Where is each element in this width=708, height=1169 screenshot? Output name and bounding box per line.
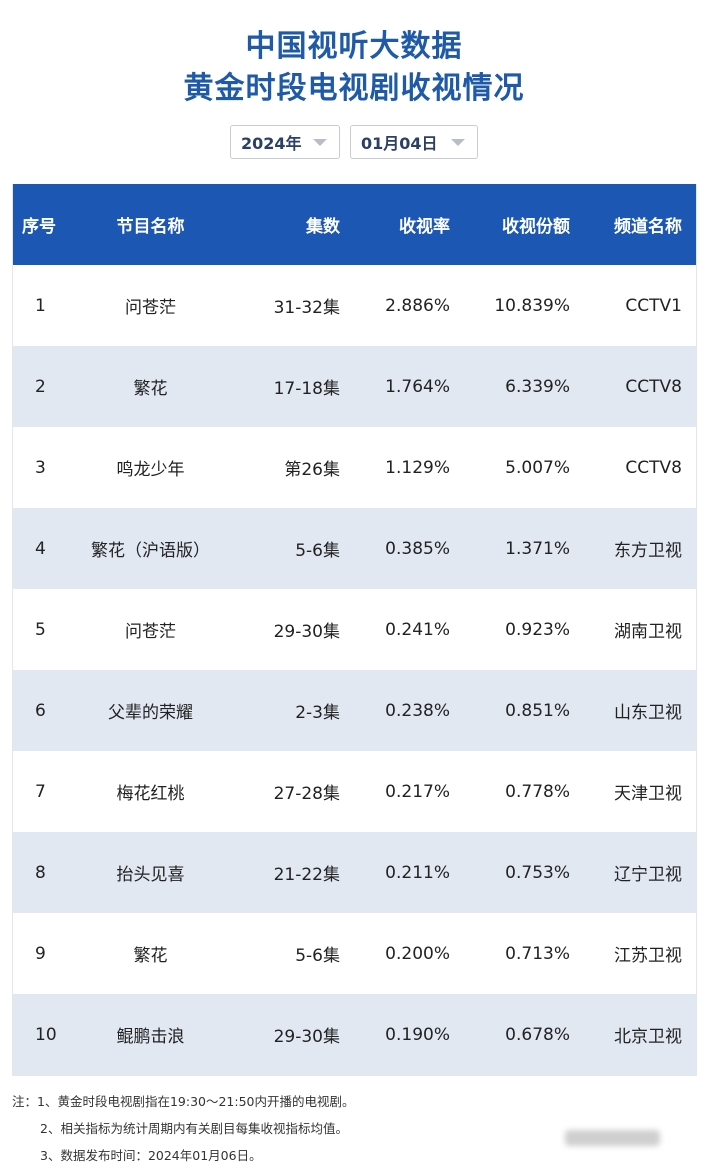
date-select[interactable]: 01月04日 bbox=[350, 125, 478, 159]
cell-share: 5.007% bbox=[505, 457, 570, 478]
cell-name: 繁花 bbox=[133, 379, 168, 399]
caret-down-icon bbox=[451, 138, 465, 146]
cell-no: 10 bbox=[35, 1024, 57, 1045]
table-row: 6 父辈的荣耀 2-3集 0.238% 0.851% 山东卫视 bbox=[13, 670, 696, 751]
column-header-name: 节目名称 bbox=[116, 217, 185, 237]
cell-no: 4 bbox=[35, 538, 46, 559]
date-select-value: 01月04日 bbox=[361, 134, 438, 153]
cell-episodes: 21-22集 bbox=[273, 865, 340, 885]
cell-name: 鸣龙少年 bbox=[116, 460, 185, 480]
column-header-rating: 收视率 bbox=[399, 217, 450, 237]
footnote-2: 2、相关指标为统计周期内有关剧目每集收视指标均值。 bbox=[40, 1121, 348, 1136]
cell-share: 0.778% bbox=[505, 781, 570, 802]
footnote-1: 注：1、黄金时段电视剧指在19:30～21:50内开播的电视剧。 bbox=[12, 1094, 355, 1109]
table-row: 8 抬头见喜 21-22集 0.211% 0.753% 辽宁卫视 bbox=[13, 832, 696, 913]
cell-share: 0.923% bbox=[505, 619, 570, 640]
cell-no: 3 bbox=[35, 457, 46, 478]
table-row: 5 问苍茫 29-30集 0.241% 0.923% 湖南卫视 bbox=[13, 589, 696, 670]
cell-rating: 0.385% bbox=[385, 538, 450, 559]
cell-name: 繁花（沪语版） bbox=[91, 541, 210, 561]
cell-rating: 2.886% bbox=[385, 295, 450, 316]
table-header-row: 序号 节目名称 集数 收视率 收视份额 频道名称 bbox=[13, 184, 696, 265]
page-subtitle: 黄金时段电视剧收视情况 bbox=[183, 71, 525, 106]
table-row: 4 繁花（沪语版） 5-6集 0.385% 1.371% 东方卫视 bbox=[13, 508, 696, 589]
cell-episodes: 5-6集 bbox=[295, 946, 340, 966]
cell-channel: 北京卫视 bbox=[614, 1027, 682, 1047]
footnote-3: 3、数据发布时间：2024年01月06日。 bbox=[40, 1148, 262, 1163]
cell-no: 9 bbox=[35, 943, 46, 964]
year-select[interactable]: 2024年 bbox=[230, 125, 340, 159]
cell-name: 鲲鹏击浪 bbox=[116, 1027, 185, 1047]
cell-episodes: 2-3集 bbox=[295, 703, 340, 723]
year-select-value: 2024年 bbox=[241, 134, 302, 153]
column-header-no: 序号 bbox=[22, 217, 56, 237]
cell-share: 0.851% bbox=[505, 700, 570, 721]
cell-episodes: 31-32集 bbox=[273, 298, 340, 318]
cell-channel: 辽宁卫视 bbox=[614, 865, 682, 885]
cell-channel: 东方卫视 bbox=[614, 541, 682, 561]
cell-channel: 湖南卫视 bbox=[614, 622, 682, 642]
cell-name: 问苍茫 bbox=[125, 622, 176, 642]
cell-rating: 0.217% bbox=[385, 781, 450, 802]
cell-no: 7 bbox=[35, 781, 46, 802]
cell-no: 6 bbox=[35, 700, 46, 721]
cell-name: 繁花 bbox=[133, 946, 168, 966]
cell-rating: 0.190% bbox=[385, 1024, 450, 1045]
ratings-table: 序号 节目名称 集数 收视率 收视份额 频道名称 1 问苍茫 31-32集 2.… bbox=[12, 184, 697, 1076]
cell-no: 1 bbox=[35, 295, 46, 316]
cell-share: 1.371% bbox=[505, 538, 570, 559]
cell-rating: 1.129% bbox=[385, 457, 450, 478]
cell-name: 问苍茫 bbox=[125, 298, 176, 318]
cell-no: 2 bbox=[35, 376, 46, 397]
table-row: 3 鸣龙少年 第26集 1.129% 5.007% CCTV8 bbox=[13, 427, 696, 508]
cell-name: 抬头见喜 bbox=[116, 865, 185, 885]
table-row: 7 梅花红桃 27-28集 0.217% 0.778% 天津卫视 bbox=[13, 751, 696, 832]
table-row: 10 鲲鹏击浪 29-30集 0.190% 0.678% 北京卫视 bbox=[13, 994, 696, 1075]
cell-share: 0.678% bbox=[505, 1024, 570, 1045]
cell-rating: 0.238% bbox=[385, 700, 450, 721]
cell-channel: CCTV8 bbox=[625, 457, 682, 478]
cell-channel: CCTV8 bbox=[625, 376, 682, 397]
cell-episodes: 17-18集 bbox=[273, 379, 340, 399]
footnotes: 注：1、黄金时段电视剧指在19:30～21:50内开播的电视剧。 2、相关指标为… bbox=[12, 1088, 355, 1169]
cell-episodes: 5-6集 bbox=[295, 541, 340, 561]
cell-name: 梅花红桃 bbox=[116, 784, 185, 804]
cell-episodes: 27-28集 bbox=[273, 784, 340, 804]
cell-rating: 0.211% bbox=[385, 862, 450, 883]
table-row: 9 繁花 5-6集 0.200% 0.713% 江苏卫视 bbox=[13, 913, 696, 994]
column-header-episodes: 集数 bbox=[306, 217, 340, 237]
blurred-watermark bbox=[565, 1130, 660, 1146]
cell-episodes: 29-30集 bbox=[273, 622, 340, 642]
column-header-share: 收视份额 bbox=[502, 217, 570, 237]
cell-channel: CCTV1 bbox=[625, 295, 682, 316]
cell-rating: 0.200% bbox=[385, 943, 450, 964]
page-title: 中国视听大数据 bbox=[245, 29, 463, 64]
cell-share: 0.753% bbox=[505, 862, 570, 883]
cell-episodes: 第26集 bbox=[284, 460, 340, 480]
column-header-channel: 频道名称 bbox=[614, 217, 682, 237]
cell-no: 8 bbox=[35, 862, 46, 883]
cell-rating: 0.241% bbox=[385, 619, 450, 640]
cell-channel: 天津卫视 bbox=[614, 784, 682, 804]
date-filters: 2024年 01月04日 bbox=[0, 125, 708, 159]
cell-channel: 江苏卫视 bbox=[614, 946, 682, 966]
table-row: 1 问苍茫 31-32集 2.886% 10.839% CCTV1 bbox=[13, 265, 696, 346]
cell-share: 10.839% bbox=[494, 295, 570, 316]
cell-share: 0.713% bbox=[505, 943, 570, 964]
cell-episodes: 29-30集 bbox=[273, 1027, 340, 1047]
caret-down-icon bbox=[313, 138, 327, 146]
cell-channel: 山东卫视 bbox=[614, 703, 682, 723]
cell-name: 父辈的荣耀 bbox=[108, 703, 193, 723]
cell-rating: 1.764% bbox=[385, 376, 450, 397]
table-row: 2 繁花 17-18集 1.764% 6.339% CCTV8 bbox=[13, 346, 696, 427]
cell-share: 6.339% bbox=[505, 376, 570, 397]
cell-no: 5 bbox=[35, 619, 46, 640]
